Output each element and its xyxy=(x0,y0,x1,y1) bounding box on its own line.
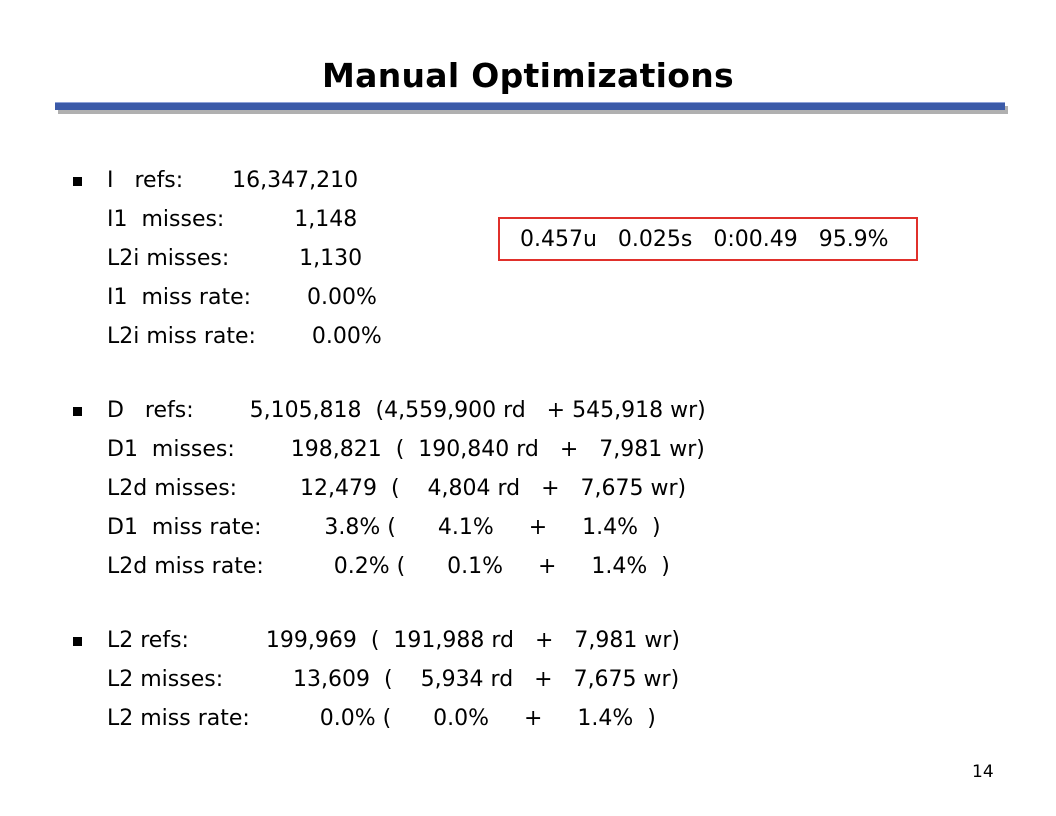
d-refs-line: D refs: 5,105,818 (4,559,900 rd + 545,91… xyxy=(107,398,706,423)
slide-title: Manual Optimizations xyxy=(322,56,734,95)
timing-text: 0.457u 0.025s 0:00.49 95.9% xyxy=(520,227,889,252)
page-number: 14 xyxy=(972,762,994,782)
l2i-miss-rate-line: L2i miss rate: 0.00% xyxy=(107,324,382,349)
l2d-misses-line: L2d misses: 12,479 ( 4,804 rd + 7,675 wr… xyxy=(107,476,687,501)
d1-misses-line: D1 misses: 198,821 ( 190,840 rd + 7,981 … xyxy=(107,437,705,462)
i1-miss-rate-line: I1 miss rate: 0.00% xyxy=(107,285,377,310)
bullet-icon xyxy=(73,407,82,416)
instr-refs-line: I refs: 16,347,210 xyxy=(107,168,359,193)
i1-misses-line: I1 misses: 1,148 xyxy=(107,207,358,232)
l2-misses-line: L2 misses: 13,609 ( 5,934 rd + 7,675 wr) xyxy=(107,667,680,692)
l2d-miss-rate-line: L2d miss rate: 0.2% ( 0.1% + 1.4% ) xyxy=(107,554,670,579)
l2-refs-line: L2 refs: 199,969 ( 191,988 rd + 7,981 wr… xyxy=(107,628,680,653)
l2-miss-rate-line: L2 miss rate: 0.0% ( 0.0% + 1.4% ) xyxy=(107,706,656,731)
title-rule xyxy=(55,102,1005,110)
d1-miss-rate-line: D1 miss rate: 3.8% ( 4.1% + 1.4% ) xyxy=(107,515,661,540)
title-rule-shadow xyxy=(58,106,1008,114)
timing-box: 0.457u 0.025s 0:00.49 95.9% xyxy=(498,217,918,261)
l2i-misses-line: L2i misses: 1,130 xyxy=(107,246,363,271)
bullet-icon xyxy=(73,177,82,186)
bullet-icon xyxy=(73,637,82,646)
